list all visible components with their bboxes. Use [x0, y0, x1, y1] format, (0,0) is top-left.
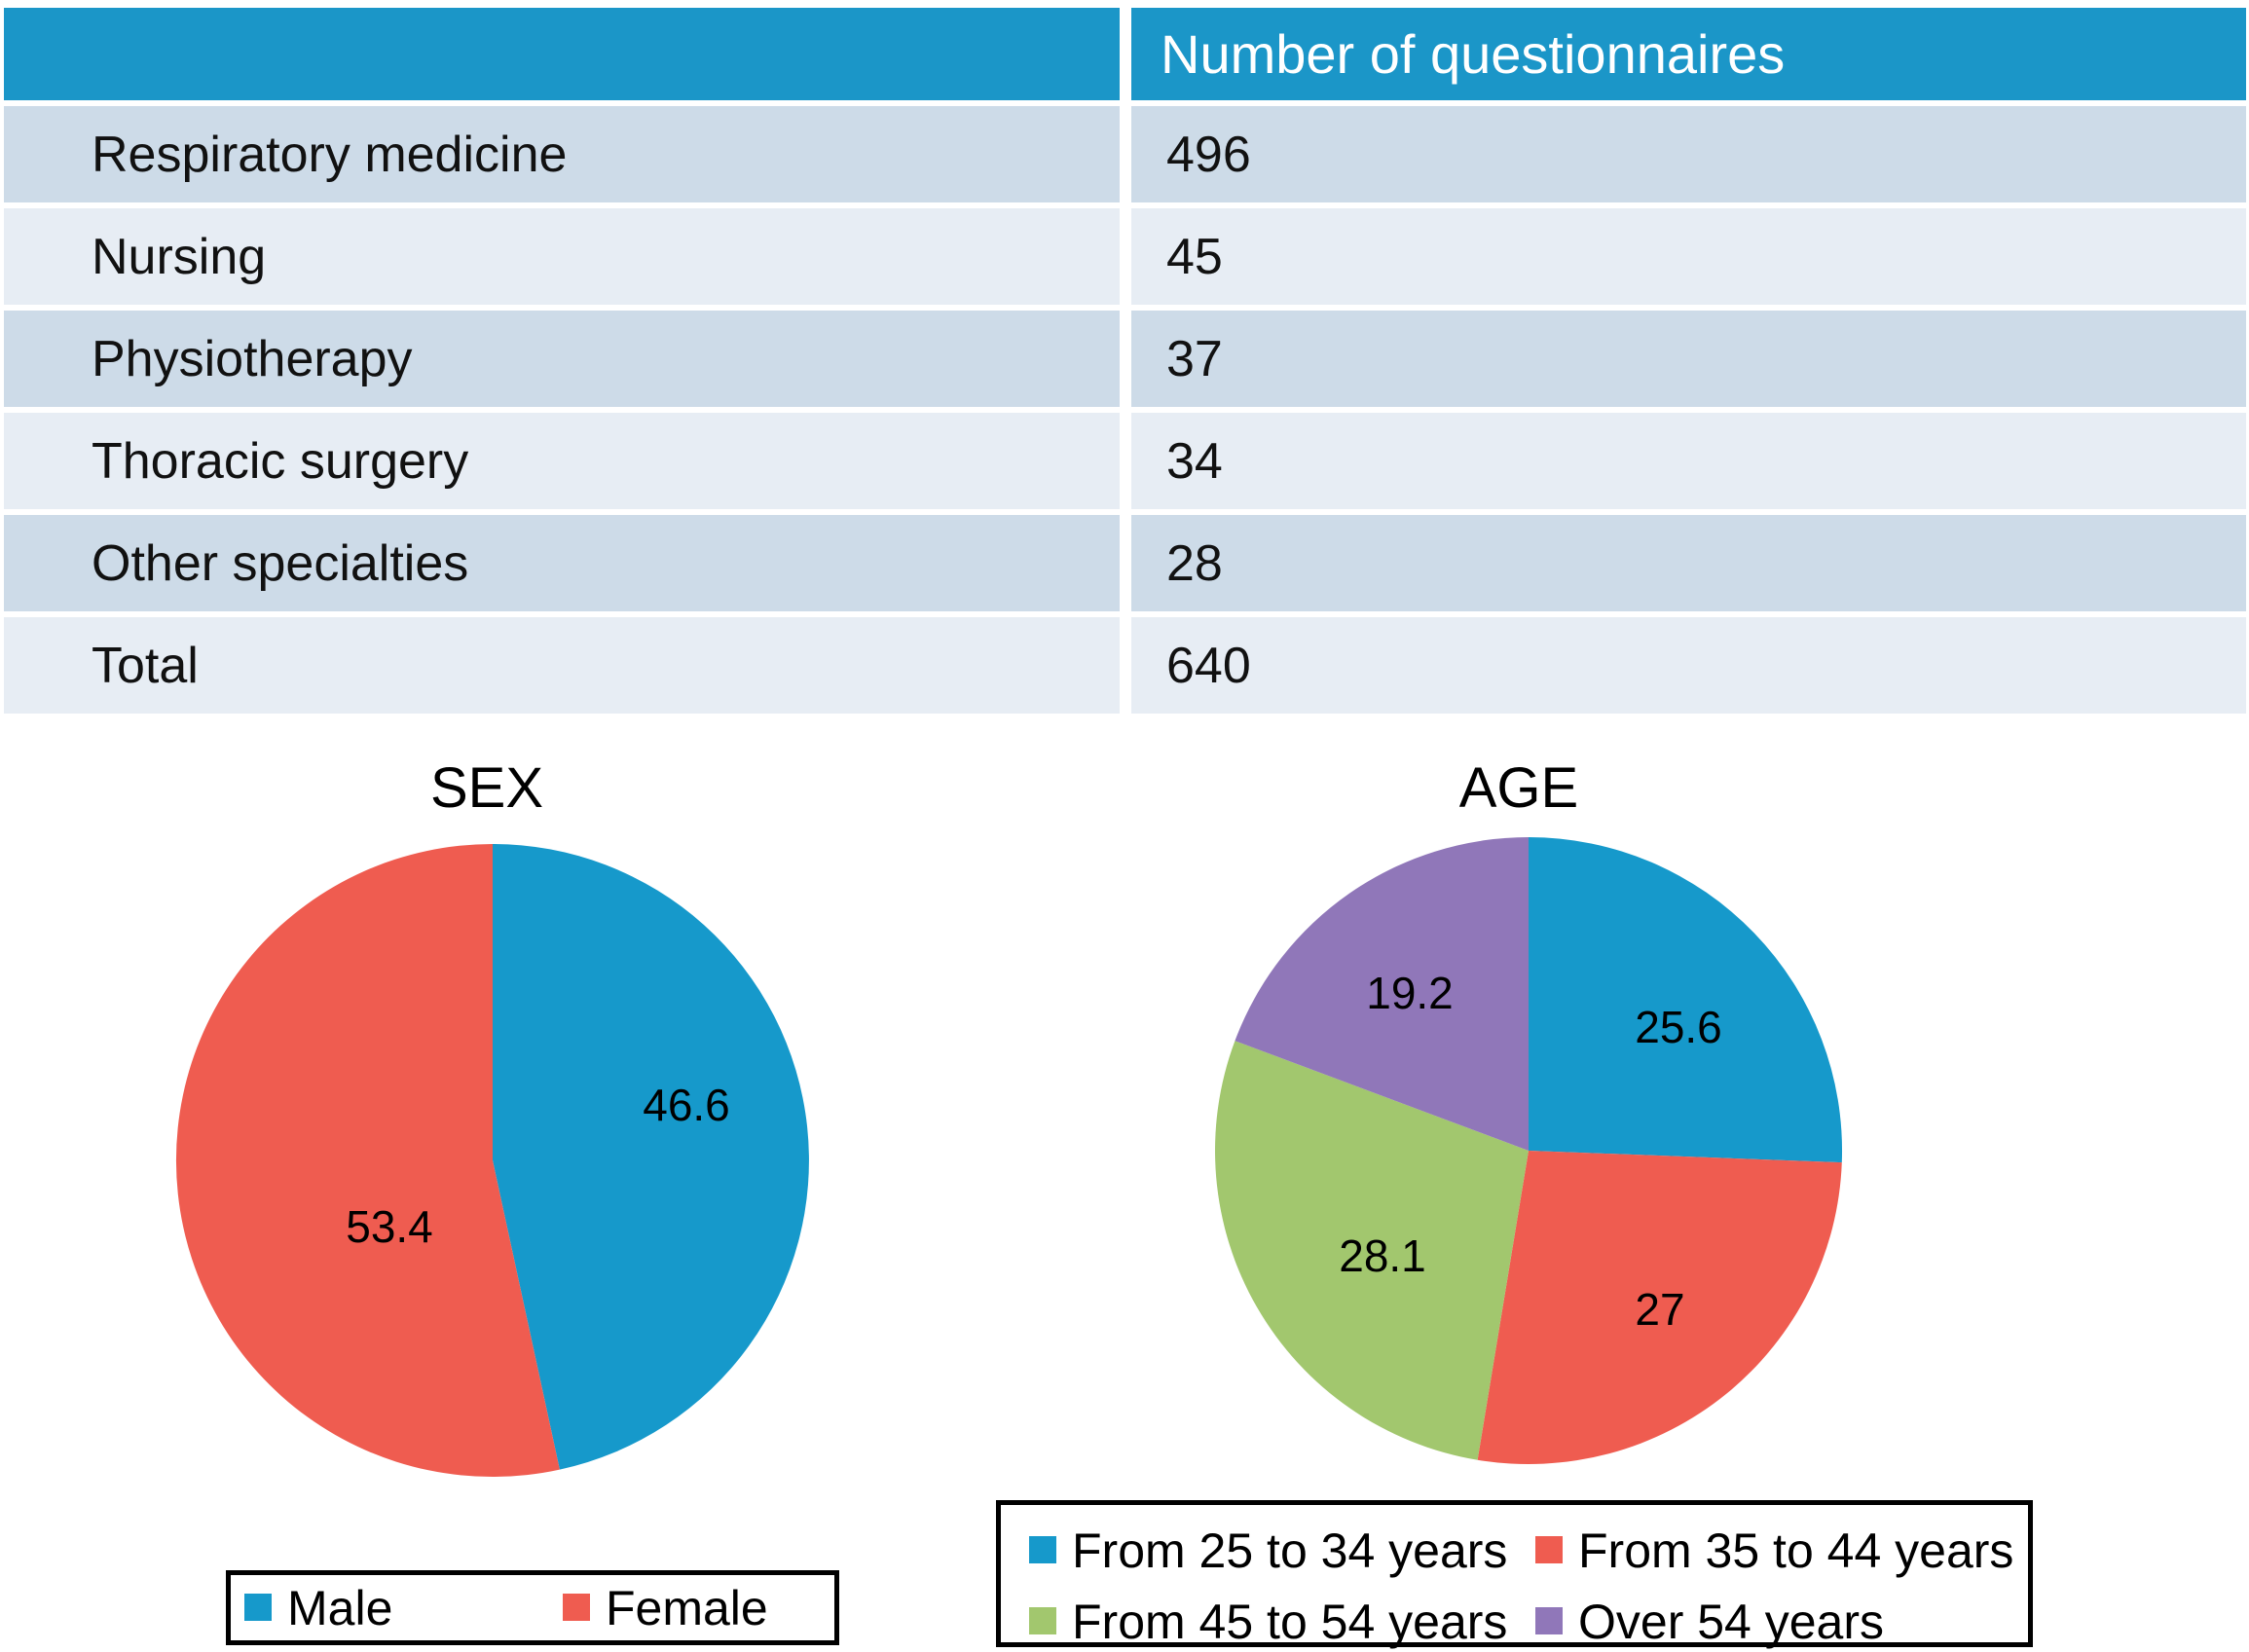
- legend-item-45-54: From 45 to 54 years: [1029, 1589, 1516, 1652]
- table-row: Nursing 45: [4, 208, 2246, 305]
- sex-legend: Male Female: [226, 1570, 839, 1645]
- sex-female-value-label: 53.4: [346, 1201, 433, 1252]
- legend-label-female: Female: [606, 1580, 768, 1635]
- legend-label-35-44: From 35 to 44 years: [1578, 1523, 2014, 1578]
- age-35-44-value-label: 27: [1635, 1284, 1685, 1335]
- row-label: Thoracic surgery: [4, 413, 1120, 509]
- age-25-34-value-label: 25.6: [1635, 1002, 1722, 1052]
- legend-item-over-54: Over 54 years: [1535, 1589, 2022, 1652]
- row-label: Total: [4, 617, 1120, 714]
- questionnaires-table: Number of questionnaires Respiratory med…: [4, 2, 2246, 719]
- legend-label-25-34: From 25 to 34 years: [1072, 1523, 1508, 1578]
- age-25-34-swatch-icon: [1029, 1536, 1056, 1563]
- male-swatch-icon: [244, 1594, 272, 1621]
- age-35-44-swatch-icon: [1535, 1536, 1563, 1563]
- table-row: Total 640: [4, 617, 2246, 714]
- sex-slice-female: [175, 844, 560, 1477]
- sex-slice-male: [493, 844, 809, 1470]
- row-value: 28: [1120, 515, 2246, 611]
- row-label: Other specialties: [4, 515, 1120, 611]
- header-empty-cell: [4, 8, 1120, 100]
- age-slice-45-54: [1214, 1041, 1529, 1460]
- table-row: Thoracic surgery 34: [4, 413, 2246, 509]
- row-value: 45: [1120, 208, 2246, 305]
- row-value: 496: [1120, 106, 2246, 202]
- sex-chart-title: SEX: [429, 756, 544, 820]
- age-slice-35-44: [1477, 1151, 1842, 1464]
- legend-label-45-54: From 45 to 54 years: [1072, 1594, 1508, 1649]
- age-chart-title: AGE: [1458, 756, 1579, 820]
- age-slice-25-34: [1529, 837, 1843, 1163]
- table-row: Other specialties 28: [4, 515, 2246, 611]
- table-header-row: Number of questionnaires: [4, 8, 2246, 100]
- row-value: 640: [1120, 617, 2246, 714]
- table-row: Physiotherapy 37: [4, 311, 2246, 407]
- female-swatch-icon: [563, 1594, 590, 1621]
- age-slice-over-54: [1235, 837, 1529, 1151]
- header-number-of-questionnaires: Number of questionnaires: [1120, 8, 2246, 100]
- legend-label-over-54: Over 54 years: [1578, 1594, 1885, 1649]
- legend-item-35-44: From 35 to 44 years: [1535, 1518, 2022, 1583]
- sex-male-value-label: 46.6: [643, 1080, 730, 1130]
- age-over-54-swatch-icon: [1535, 1607, 1563, 1634]
- age-45-54-swatch-icon: [1029, 1607, 1056, 1634]
- legend-item-male: Male: [244, 1575, 536, 1640]
- row-label: Nursing: [4, 208, 1120, 305]
- age-45-54-value-label: 28.1: [1339, 1230, 1426, 1281]
- row-label: Respiratory medicine: [4, 106, 1120, 202]
- row-value: 37: [1120, 311, 2246, 407]
- age-legend: From 25 to 34 years From 35 to 44 years …: [996, 1500, 2033, 1649]
- row-label: Physiotherapy: [4, 311, 1120, 407]
- row-value: 34: [1120, 413, 2246, 509]
- legend-item-female: Female: [563, 1575, 835, 1640]
- legend-label-male: Male: [287, 1580, 393, 1635]
- legend-item-25-34: From 25 to 34 years: [1029, 1518, 1516, 1583]
- table-row: Respiratory medicine 496: [4, 106, 2246, 202]
- age-over-54-value-label: 19.2: [1366, 968, 1454, 1018]
